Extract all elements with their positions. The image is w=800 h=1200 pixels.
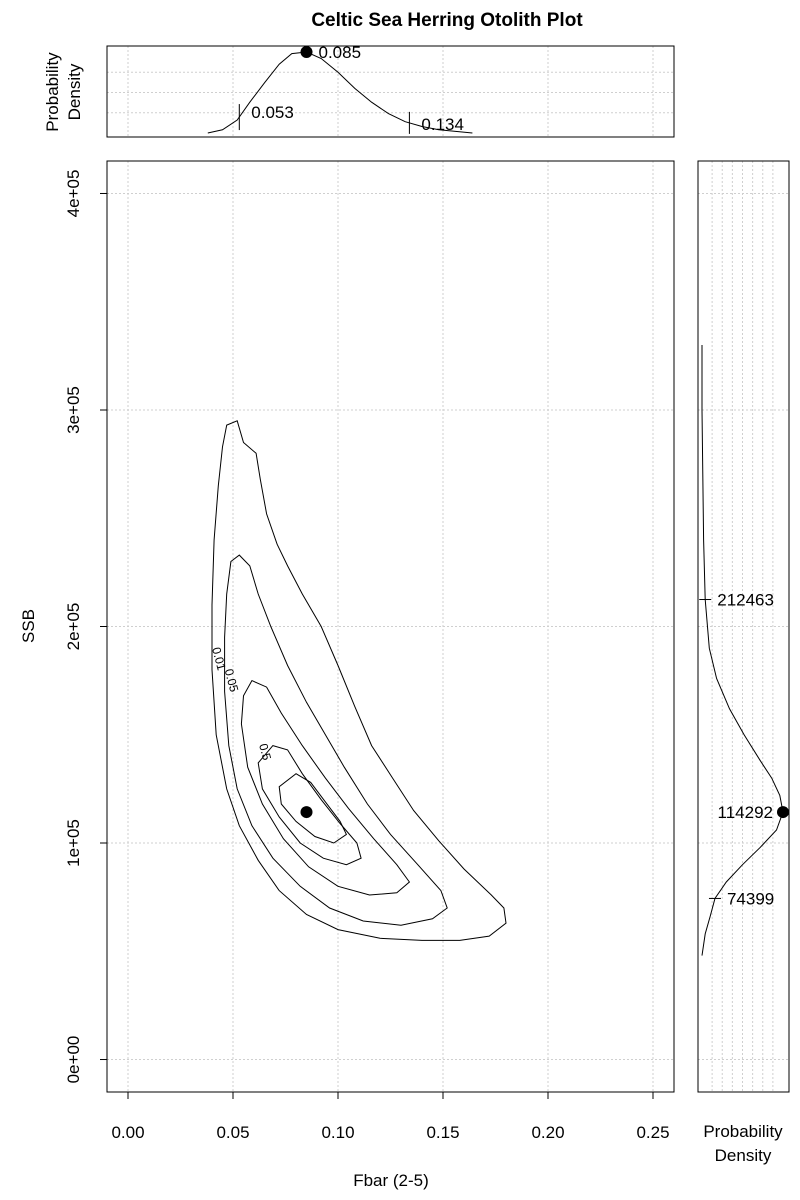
x-tick-label: 0.00 — [111, 1123, 144, 1142]
x-tick-label: 0.25 — [636, 1123, 669, 1142]
contour-label: 0.05 — [222, 667, 242, 693]
right-panel-xlabel-line2: Density — [715, 1146, 772, 1165]
right-panel-xlabel-line1: Probability — [703, 1122, 783, 1141]
y-tick-label: 2e+05 — [64, 603, 83, 651]
fbar-mode-point — [300, 46, 313, 58]
ssb-lower-bound-label: 74399 — [727, 889, 774, 908]
ssb-density-panel: 212463 74399 114292 Probability Density — [697, 160, 790, 1165]
contour-line — [257, 745, 362, 866]
ssb-density-curve — [701, 345, 784, 956]
contour-label: 0.5 — [256, 742, 274, 762]
point-estimate-marker — [300, 806, 313, 819]
contour-line — [240, 679, 411, 896]
chart-title: Celtic Sea Herring Otolith Plot — [311, 10, 583, 31]
y-tick-label: 1e+05 — [64, 819, 83, 867]
x-tick-label: 0.20 — [531, 1123, 564, 1142]
y-axis: 0e+00 1e+05 2e+05 3e+05 4e+05 — [64, 170, 107, 1084]
joint-density-contours: 0.010.05 0.5 — [209, 420, 507, 941]
contour-label: 0.01 — [209, 646, 229, 672]
fbar-lower-bound-label: 0.053 — [251, 103, 294, 122]
fbar-upper-bound-label: 0.134 — [421, 115, 464, 134]
x-axis-label: Fbar (2-5) — [353, 1171, 429, 1190]
contour-line — [211, 420, 507, 941]
top-panel-grid — [107, 46, 674, 137]
x-axis: 0.00 0.05 0.10 0.15 0.20 0.25 — [111, 1092, 670, 1142]
y-axis-label: SSB — [19, 609, 38, 643]
y-tick-label: 4e+05 — [64, 170, 83, 218]
y-tick-label: 0e+00 — [64, 1036, 83, 1084]
y-tick-label: 3e+05 — [64, 386, 83, 434]
ssb-upper-bound-label: 212463 — [717, 591, 774, 610]
ssb-mode-point — [777, 806, 789, 819]
main-contour-panel: 0.010.050.5 0.00 0.05 0.10 0.15 0.20 0.25 0e+… — [19, 160, 675, 1190]
x-tick-label: 0.15 — [426, 1123, 459, 1142]
x-tick-label: 0.10 — [321, 1123, 354, 1142]
top-panel-ylabel-line2: Density — [65, 63, 84, 120]
contour-line — [278, 773, 348, 844]
right-panel-frame — [697, 160, 790, 1093]
top-panel-frame — [106, 45, 675, 138]
fbar-density-curve — [207, 51, 473, 134]
ssb-mode-label: 114292 — [718, 803, 773, 822]
fbar-mode-label: 0.085 — [319, 43, 362, 62]
x-tick-label: 0.05 — [216, 1123, 249, 1142]
right-panel-grid — [698, 161, 789, 1092]
contour-line — [224, 554, 448, 926]
top-panel-ylabel-line1: Probability — [43, 52, 62, 132]
fbar-density-panel: 0.085 0.053 0.134 Probability Density — [43, 43, 675, 138]
main-panel-grid — [107, 161, 674, 1092]
